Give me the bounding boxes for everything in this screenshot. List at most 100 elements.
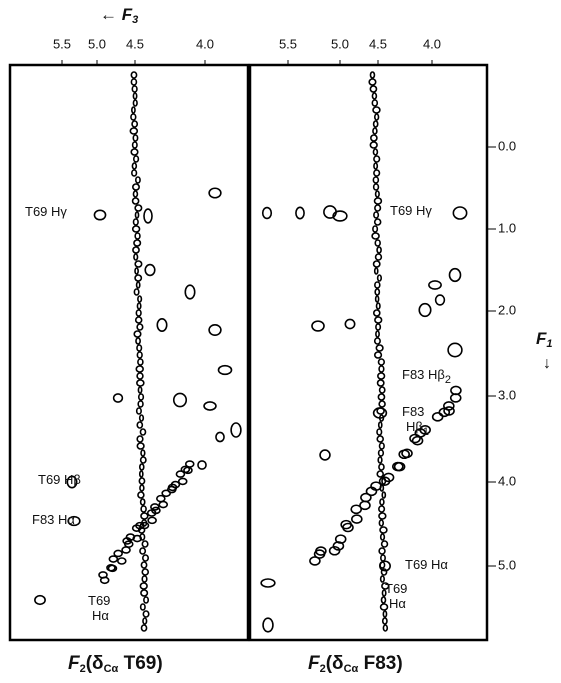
contour (373, 162, 379, 170)
contour (140, 449, 146, 457)
contour (144, 263, 156, 277)
contour (344, 318, 356, 330)
top-tick-label: 5.5 (279, 36, 297, 51)
contour (140, 624, 148, 632)
open: (δ (86, 653, 104, 674)
atom: F83 (402, 404, 424, 419)
contour (177, 477, 188, 486)
contour (137, 295, 143, 303)
contour (140, 505, 147, 513)
contour (139, 603, 146, 611)
atom: T69 (390, 203, 412, 218)
contour (158, 500, 169, 509)
contour (147, 516, 157, 525)
contour (113, 549, 123, 558)
contour (131, 85, 138, 93)
contour (93, 209, 107, 221)
contour (139, 582, 148, 590)
contour (311, 320, 325, 332)
f1-arrow: ↓ (543, 355, 551, 372)
contour (34, 594, 46, 606)
contour (137, 358, 144, 366)
contour (452, 206, 468, 220)
residue: T69) (118, 653, 162, 674)
contour (443, 406, 455, 416)
contour (369, 85, 378, 93)
contour (217, 364, 233, 376)
contour (132, 134, 139, 142)
contour (380, 568, 388, 576)
contour (260, 578, 276, 588)
contour (371, 99, 379, 107)
symbol: F (308, 653, 321, 674)
contour (262, 617, 274, 633)
contour (131, 106, 136, 114)
contour (139, 484, 145, 492)
contour (131, 197, 140, 205)
contour (107, 564, 118, 573)
contour (134, 267, 139, 275)
annotation: T69 Hγ (25, 204, 67, 219)
contour (132, 92, 138, 100)
delta-subscript: Cα (344, 663, 359, 675)
contour (215, 431, 225, 443)
contour (134, 211, 140, 219)
contour (393, 461, 406, 472)
contour (342, 522, 354, 533)
contour (315, 546, 327, 556)
contour (142, 617, 148, 625)
contour (377, 372, 386, 380)
contour (139, 547, 147, 555)
contour (372, 183, 380, 191)
contour (135, 365, 144, 373)
right-tick-label: 0.0 (498, 138, 516, 153)
contour (136, 442, 145, 450)
annotation: F83 Hα (32, 512, 75, 527)
contour (139, 498, 146, 506)
contour (374, 253, 383, 261)
contour (380, 554, 386, 562)
contour (360, 492, 372, 503)
contour (323, 205, 337, 219)
residue: F83) (358, 653, 402, 674)
contour (376, 470, 385, 478)
contour (135, 521, 145, 530)
contour (132, 534, 143, 543)
contour (136, 372, 144, 380)
contour (136, 323, 144, 331)
contour (380, 596, 387, 604)
contour (140, 512, 149, 520)
contour (137, 400, 144, 408)
contour (139, 428, 147, 436)
contour (375, 330, 380, 338)
contour (135, 337, 141, 345)
contour (379, 575, 386, 583)
contour (139, 456, 147, 464)
contour (376, 246, 382, 254)
contour (377, 358, 386, 366)
top-tick-label: 4.0 (196, 36, 214, 51)
contour (133, 330, 142, 338)
contour (108, 555, 119, 563)
right-tick-label: 3.0 (498, 387, 516, 402)
contour (309, 556, 321, 566)
contour (130, 71, 138, 79)
top-tick-label: 4.5 (126, 36, 144, 51)
contour (203, 401, 217, 411)
contour (135, 407, 142, 415)
contour (156, 318, 168, 332)
contour (443, 401, 455, 411)
top-tick-label: 5.5 (53, 36, 71, 51)
contour (112, 393, 124, 403)
contour (375, 344, 384, 352)
contour (137, 491, 145, 499)
contour (373, 113, 380, 121)
contour (374, 204, 382, 212)
contour (372, 260, 381, 268)
right-tick-label: 4.0 (498, 473, 516, 488)
contour (374, 239, 381, 247)
contour (369, 141, 378, 149)
proton: Hα (431, 557, 448, 572)
proton: Hβ (406, 419, 423, 434)
contour (134, 176, 141, 184)
